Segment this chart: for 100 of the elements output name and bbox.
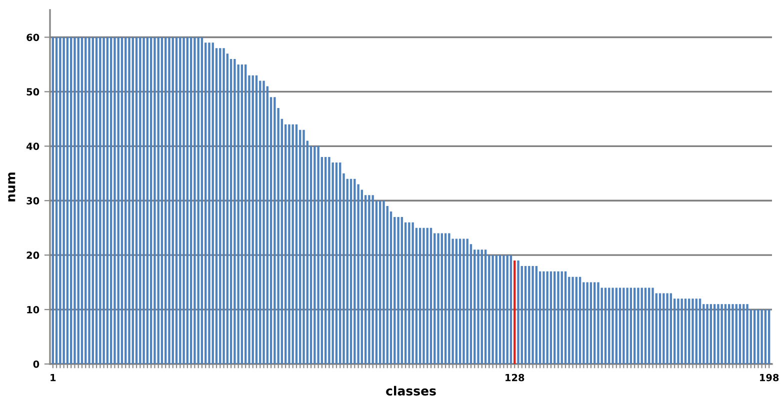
bar [59,37,62,364]
bar [200,37,204,364]
bar [372,195,374,364]
bar [688,298,690,364]
bar [55,37,58,364]
bar [528,266,530,364]
bar [160,37,164,364]
bar [608,288,610,364]
bar [252,75,254,364]
bar [618,288,622,364]
bar [753,310,756,364]
bar [422,228,425,364]
bar [292,124,294,364]
bar [314,146,316,364]
bar [720,304,723,364]
y-tick-label: 50 [26,88,40,96]
bar [466,238,468,364]
bar [194,37,196,364]
bar [692,298,694,364]
y-axis-title: num [8,172,16,202]
bar [575,276,578,364]
bar [684,298,687,364]
bar [572,276,574,364]
bar [66,37,69,364]
y-tick-label: 20 [26,252,40,259]
bar [652,288,654,364]
bar [728,304,730,364]
bar [84,37,87,364]
bar [732,304,734,364]
bar [448,233,450,364]
bar [182,37,185,364]
bar [615,288,618,364]
y-tick-label: 10 [27,306,40,314]
bar [219,48,222,364]
bar [419,228,422,364]
bar [154,37,156,364]
bar [590,282,592,364]
bar [658,293,662,364]
bar [117,37,120,364]
bar [698,298,702,364]
bar [397,216,400,364]
bar [62,37,65,364]
bar [164,37,167,364]
bar [724,304,727,364]
bar [335,162,338,364]
bar [175,37,178,364]
bar [633,288,636,364]
bar [186,37,189,364]
bar [458,238,462,364]
bar [142,37,145,364]
bar [477,250,480,364]
bar [368,195,370,364]
bar [484,250,487,364]
bar [706,304,708,364]
bar [612,288,614,364]
bar [546,271,548,364]
bar [95,37,98,364]
y-tick-label: 40 [26,142,40,150]
bar [462,238,465,364]
bar [114,37,116,364]
bar [212,42,214,364]
bar [680,298,683,364]
bar [710,304,712,364]
bar [594,282,596,364]
bar [106,37,109,364]
bar [662,293,665,364]
bar [139,37,142,364]
bar [74,37,76,364]
bar [408,222,410,364]
bar [535,266,538,364]
bar [764,310,767,364]
bar [717,304,720,364]
bar [586,282,588,364]
bar [150,37,152,364]
bar [70,37,72,364]
bar [738,304,742,364]
bar [146,37,149,364]
bar [760,310,763,364]
bar [746,304,748,364]
bar [99,37,102,364]
bar [379,200,382,364]
bar [440,233,443,364]
bar [328,157,330,364]
bar [172,37,174,364]
bar [52,37,54,364]
bar [168,37,170,364]
bar [120,37,124,364]
bar [514,260,516,364]
bar [80,37,84,364]
bar [455,238,458,364]
y-tick-label: 60 [26,34,40,42]
bar [234,59,236,364]
bar [157,37,160,364]
bar [510,255,512,364]
bar [274,97,276,364]
bar [498,255,502,364]
bar [644,288,647,364]
bar [426,228,428,364]
bar [302,130,305,364]
bar [437,233,440,364]
